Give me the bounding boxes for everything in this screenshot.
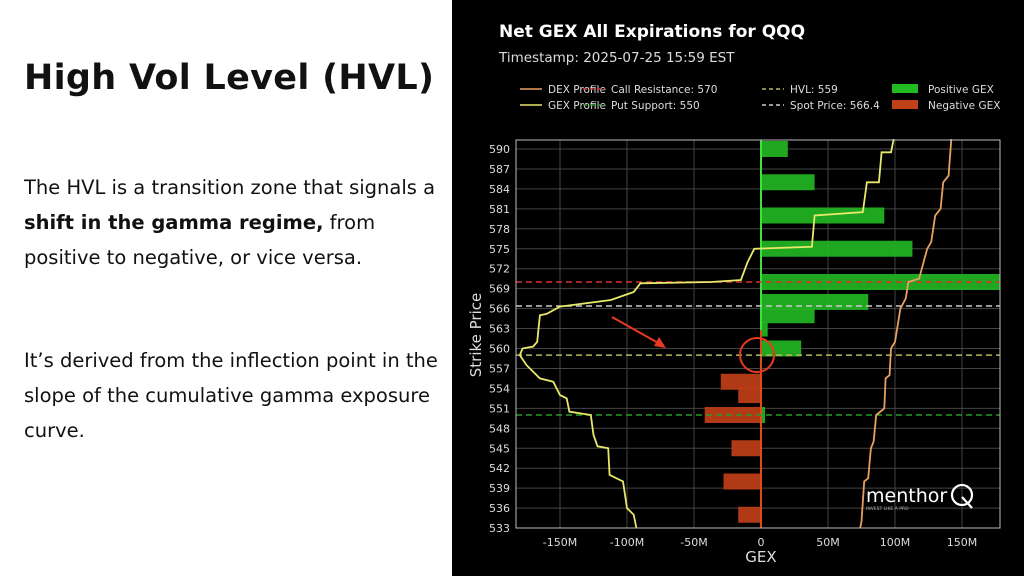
menthor-logo: menthor INVEST LIKE A PRO [866,483,974,512]
y-tick-label: 578 [489,223,510,236]
x-tick-label: 100M [880,536,911,549]
y-tick-label: 581 [489,203,510,216]
grid [516,140,1000,529]
negative-gex-bar [738,506,761,523]
paragraph-hvl-definition: The HVL is a transition zone that signal… [24,170,444,275]
y-tick-label: 542 [489,462,510,475]
level-lines [516,281,1000,416]
y-tick-label: 575 [489,243,510,256]
legend-swatch [892,84,918,93]
legend: DEX Profile GEX Profile Call Resistance: 5… [520,84,1000,112]
logo-tagline: INVEST LIKE A PRO [866,506,909,512]
y-tick-label: 536 [489,502,510,515]
plot-frame [515,139,1001,529]
x-tick-label: -50M [680,536,707,549]
chart-title: Net GEX All Expirations for QQQ [499,22,805,42]
positive-gex-bar [761,240,913,257]
x-tick-label: 0 [758,536,765,549]
x-tick-label: 150M [947,536,978,549]
legend-label: Positive GEX [928,84,994,96]
hvl-highlight-circle [739,337,775,373]
x-tick-label: -150M [543,536,577,549]
y-tick-label: 539 [489,482,510,495]
gex-chart: Net GEX All Expirations for QQQ Timestam… [467,22,1001,566]
slide-title: High Vol Level (HVL) [24,58,435,98]
legend-swatch [892,100,918,109]
logo-text: menthor [866,485,947,507]
x-axis-label: GEX [745,548,776,566]
negative-gex-bar [731,440,761,457]
y-tick-label: 572 [489,263,510,276]
y-tick-label: 587 [489,163,510,176]
legend-label: Spot Price: 566.4 [790,100,880,112]
profile-lines [518,138,953,529]
y-tick-label: 566 [489,303,510,316]
legend-label: Call Resistance: 570 [611,84,717,96]
y-tick-label: 533 [489,522,510,535]
y-tick-label: 563 [489,323,510,336]
y-axis-label: Strike Price [467,293,485,377]
positive-gex-bar [761,174,815,191]
legend-label: Negative GEX [928,100,1000,112]
y-tick-label: 584 [489,183,510,196]
positive-gex-bar [761,141,788,157]
logo-q-icon [950,483,974,507]
y-tick-label: 569 [489,283,510,296]
x-tick-label: 50M [816,536,840,549]
y-tick-label: 590 [489,143,510,156]
legend-label: GEX Profile [548,100,606,112]
paragraph-hvl-derivation: It’s derived from the inflection point i… [24,349,438,442]
text: from positive to negative, or vice versa… [24,211,376,269]
bold-text: shift in the gamma regime, [24,211,324,234]
legend-label: HVL: 559 [790,84,838,96]
legend-label: Put Support: 550 [611,100,700,112]
y-tick-label: 548 [489,422,510,435]
y-tick-label: 554 [489,382,510,395]
positive-gex-bar [761,307,815,324]
chart-subtitle: Timestamp: 2025-07-25 15:59 EST [498,50,735,66]
ticks: -150M -100M -50M 0 50M 100M 150M 590 587 584 581 57… [489,143,977,549]
positive-gex-bar [761,320,768,337]
bars [704,140,1000,528]
text: The HVL is a transition zone that signal… [24,176,436,199]
gex-chart-panel: Net GEX All Expirations for QQQ Timestam… [452,0,1024,576]
annotation-arrowhead-icon [654,337,666,348]
series-dex-profile [859,138,953,529]
y-tick-label: 551 [489,402,510,415]
y-tick-label: 560 [489,343,510,356]
y-tick-label: 557 [489,362,510,375]
series-gex-profile [518,138,895,529]
legend-label: DEX Profile [548,84,606,96]
negative-gex-bar [720,373,761,390]
negative-gex-bar [704,407,761,423]
positive-gex-bar [761,407,766,423]
y-tick-label: 545 [489,442,510,455]
positive-gex-bar [761,340,802,357]
negative-gex-bar [738,387,761,404]
negative-gex-bar [723,473,761,490]
annotation-arrow [611,316,661,345]
logo-q-tail [961,496,973,509]
x-tick-label: -100M [610,536,644,549]
